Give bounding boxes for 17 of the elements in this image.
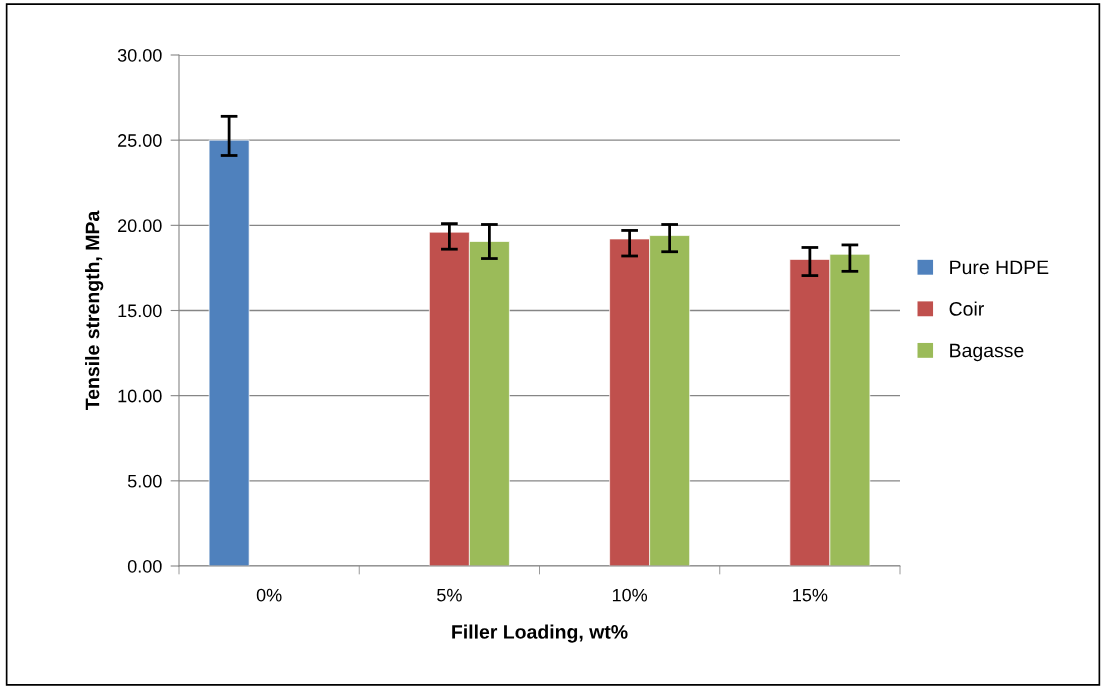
- legend-label: Coir: [949, 301, 984, 316]
- y-tick-label: 10.00: [118, 389, 162, 403]
- legend-label: Pure HDPE: [950, 260, 1049, 275]
- bar: [208, 139, 250, 566]
- x-tick-label: 0%: [256, 588, 282, 602]
- y-tick-label: 20.00: [118, 219, 162, 233]
- x-tick-label: 15%: [793, 588, 828, 602]
- y-tick-label: 15.00: [118, 304, 162, 318]
- legend-label: Bagasse: [950, 343, 1024, 362]
- x-tick-label: 10%: [612, 588, 648, 602]
- y-axis-title: Tensile strength, MPa: [85, 210, 104, 411]
- y-tick-label: 5.00: [127, 474, 162, 488]
- x-axis-title: Filler Loading, wt%: [452, 624, 628, 643]
- y-tick-label: 0.00: [127, 559, 162, 573]
- y-tick-label: 30.00: [117, 48, 162, 62]
- y-tick-label: 25.00: [118, 134, 162, 147]
- x-tick-label: 5%: [437, 588, 462, 602]
